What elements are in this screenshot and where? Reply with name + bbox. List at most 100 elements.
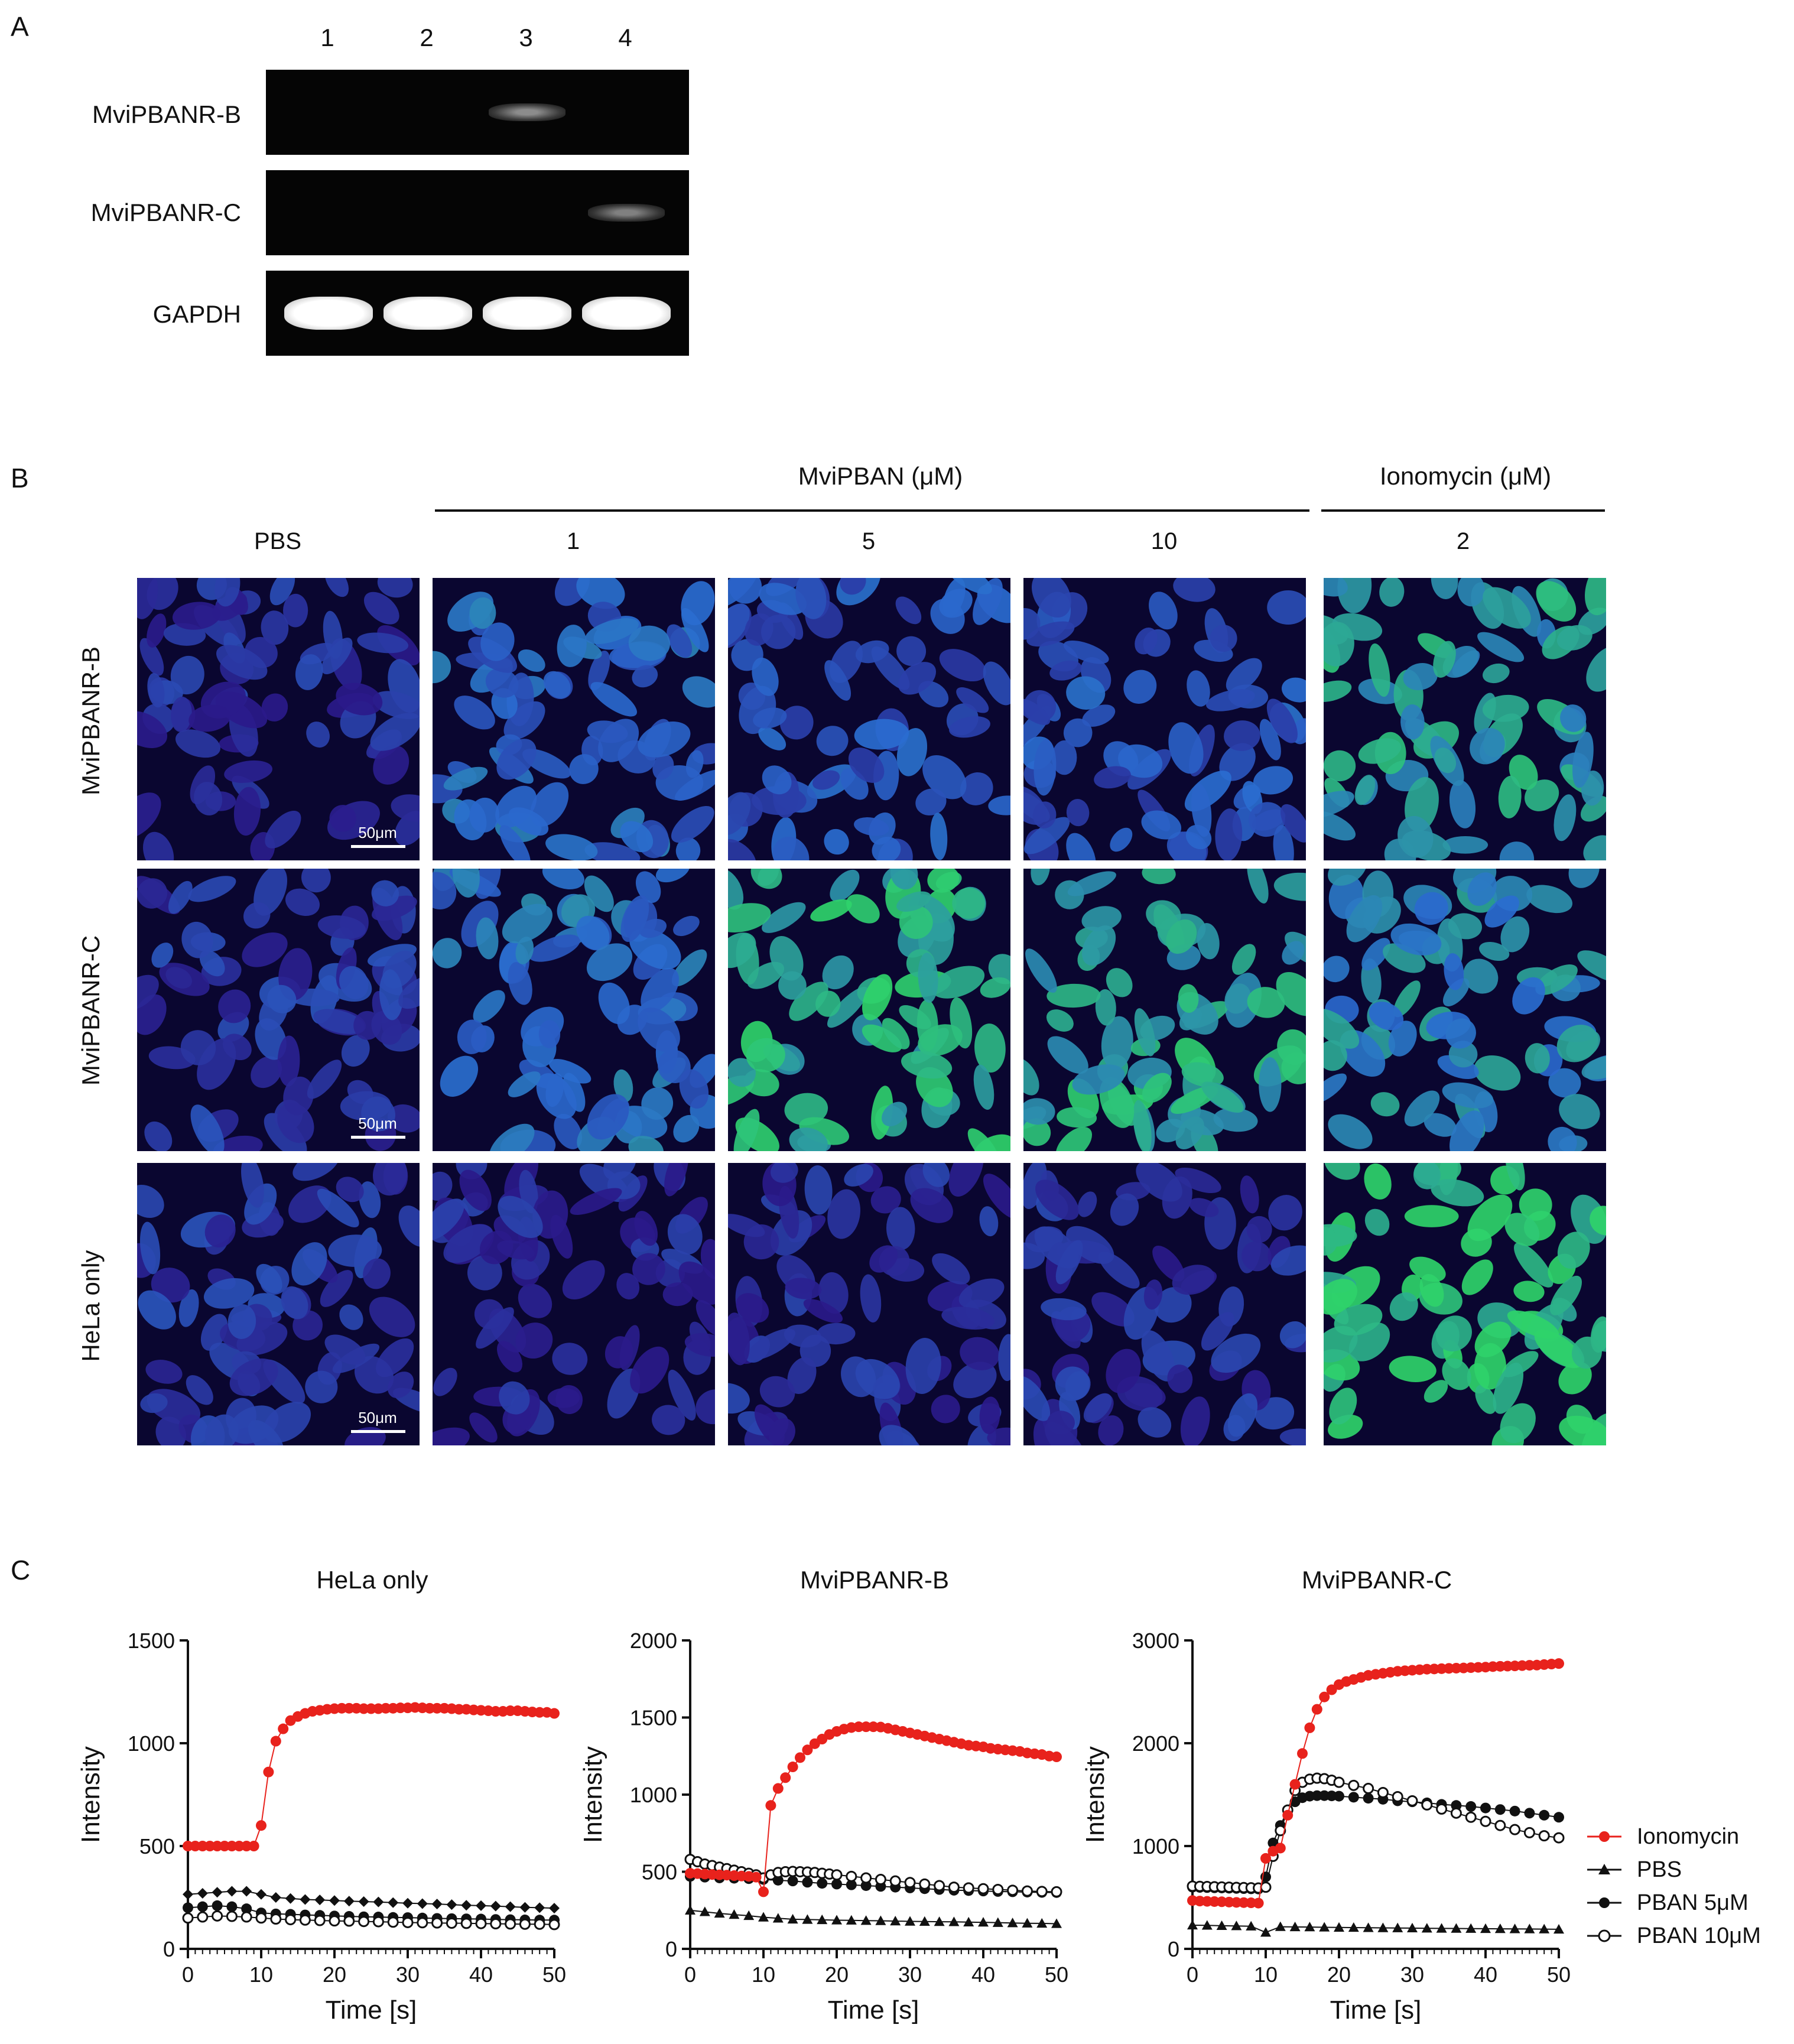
cell — [1138, 1407, 1172, 1438]
cell — [641, 967, 679, 1013]
cell — [729, 578, 762, 604]
cell — [1590, 1205, 1606, 1236]
data-point — [402, 1897, 413, 1909]
cell — [188, 704, 231, 732]
y-tick-label: 1000 — [1132, 1834, 1179, 1858]
cell — [282, 593, 308, 628]
data-point — [219, 1841, 230, 1851]
data-point — [534, 1902, 545, 1913]
cell — [1324, 956, 1350, 983]
cell — [1484, 895, 1519, 928]
cell — [983, 661, 1010, 706]
cell — [939, 649, 986, 682]
cell — [585, 618, 639, 644]
cell — [433, 938, 462, 969]
cell — [1324, 622, 1354, 667]
cell — [948, 1163, 984, 1197]
cell-pattern — [1324, 869, 1606, 1151]
data-point — [329, 1895, 340, 1906]
cell — [1142, 869, 1176, 885]
cell — [554, 1114, 583, 1149]
data-point — [1450, 1807, 1462, 1819]
data-point — [424, 1702, 436, 1714]
cell — [1444, 953, 1464, 990]
cell — [1270, 1245, 1306, 1276]
cell — [228, 1304, 256, 1339]
cell — [1334, 1304, 1383, 1336]
cell — [634, 1211, 658, 1246]
data-point — [263, 1766, 274, 1777]
cell — [476, 1307, 514, 1349]
data-point — [1554, 1812, 1564, 1823]
micrograph-tile — [433, 578, 715, 860]
data-point — [1051, 1886, 1062, 1897]
cell — [750, 869, 782, 889]
cell — [1361, 938, 1390, 971]
cell — [336, 683, 383, 716]
cell — [1328, 1114, 1373, 1149]
cell — [1450, 1110, 1484, 1151]
cell — [363, 592, 399, 625]
cell — [1328, 869, 1367, 886]
data-point — [1036, 1918, 1048, 1928]
cell — [588, 650, 610, 691]
cell — [1247, 987, 1285, 1018]
cell — [960, 1337, 1000, 1370]
cell — [824, 828, 849, 855]
data-point — [1392, 1790, 1403, 1802]
cell — [172, 602, 221, 630]
legend-label: PBAN 5μM — [1637, 1890, 1748, 1915]
cell — [613, 1069, 633, 1103]
cell — [324, 578, 349, 597]
series-line — [188, 1707, 555, 1847]
data-point — [977, 1883, 989, 1894]
cell — [1434, 748, 1457, 774]
cell — [1413, 1163, 1441, 1190]
cell — [1404, 1205, 1459, 1227]
data-point — [233, 1841, 245, 1851]
cell — [898, 662, 936, 695]
cell — [341, 1035, 370, 1067]
cell — [956, 687, 989, 713]
cell — [576, 578, 625, 609]
data-point — [1406, 1795, 1418, 1806]
data-point — [978, 1917, 989, 1927]
scale-bar — [351, 845, 405, 848]
cell — [485, 668, 519, 698]
cell — [1077, 1191, 1097, 1217]
cell — [547, 1387, 580, 1408]
cell — [1206, 689, 1255, 711]
data-point — [358, 1703, 369, 1714]
data-point — [1304, 1722, 1315, 1733]
cell — [295, 654, 323, 690]
data-point — [1007, 1884, 1019, 1896]
cell — [895, 596, 922, 625]
scale-bar-label: 50μm — [358, 1114, 397, 1132]
cell — [1513, 1281, 1545, 1302]
cell — [243, 902, 271, 929]
cell — [784, 1093, 828, 1126]
cell-pattern — [1023, 869, 1306, 1151]
cell — [1187, 670, 1210, 707]
data-point — [1021, 1885, 1033, 1897]
x-axis-label: Time [s] — [326, 1996, 417, 2024]
cell — [1474, 1321, 1512, 1357]
data-point — [1451, 1923, 1462, 1933]
cell — [1282, 941, 1305, 965]
data-point — [948, 1916, 960, 1926]
cell-pattern — [728, 869, 1010, 1151]
cell — [696, 1300, 715, 1336]
data-point — [490, 1918, 502, 1930]
data-point — [1051, 1918, 1062, 1928]
legend-label: Ionomycin — [1637, 1824, 1740, 1849]
cell — [846, 894, 880, 924]
cell — [1457, 578, 1485, 607]
cell — [1167, 1364, 1193, 1393]
data-point — [1480, 1802, 1491, 1814]
cell — [143, 831, 174, 860]
cell-pattern — [137, 1163, 420, 1445]
cell — [1023, 785, 1046, 825]
data-point — [1304, 1922, 1315, 1932]
cell — [1324, 750, 1356, 782]
gel-band — [483, 297, 571, 330]
